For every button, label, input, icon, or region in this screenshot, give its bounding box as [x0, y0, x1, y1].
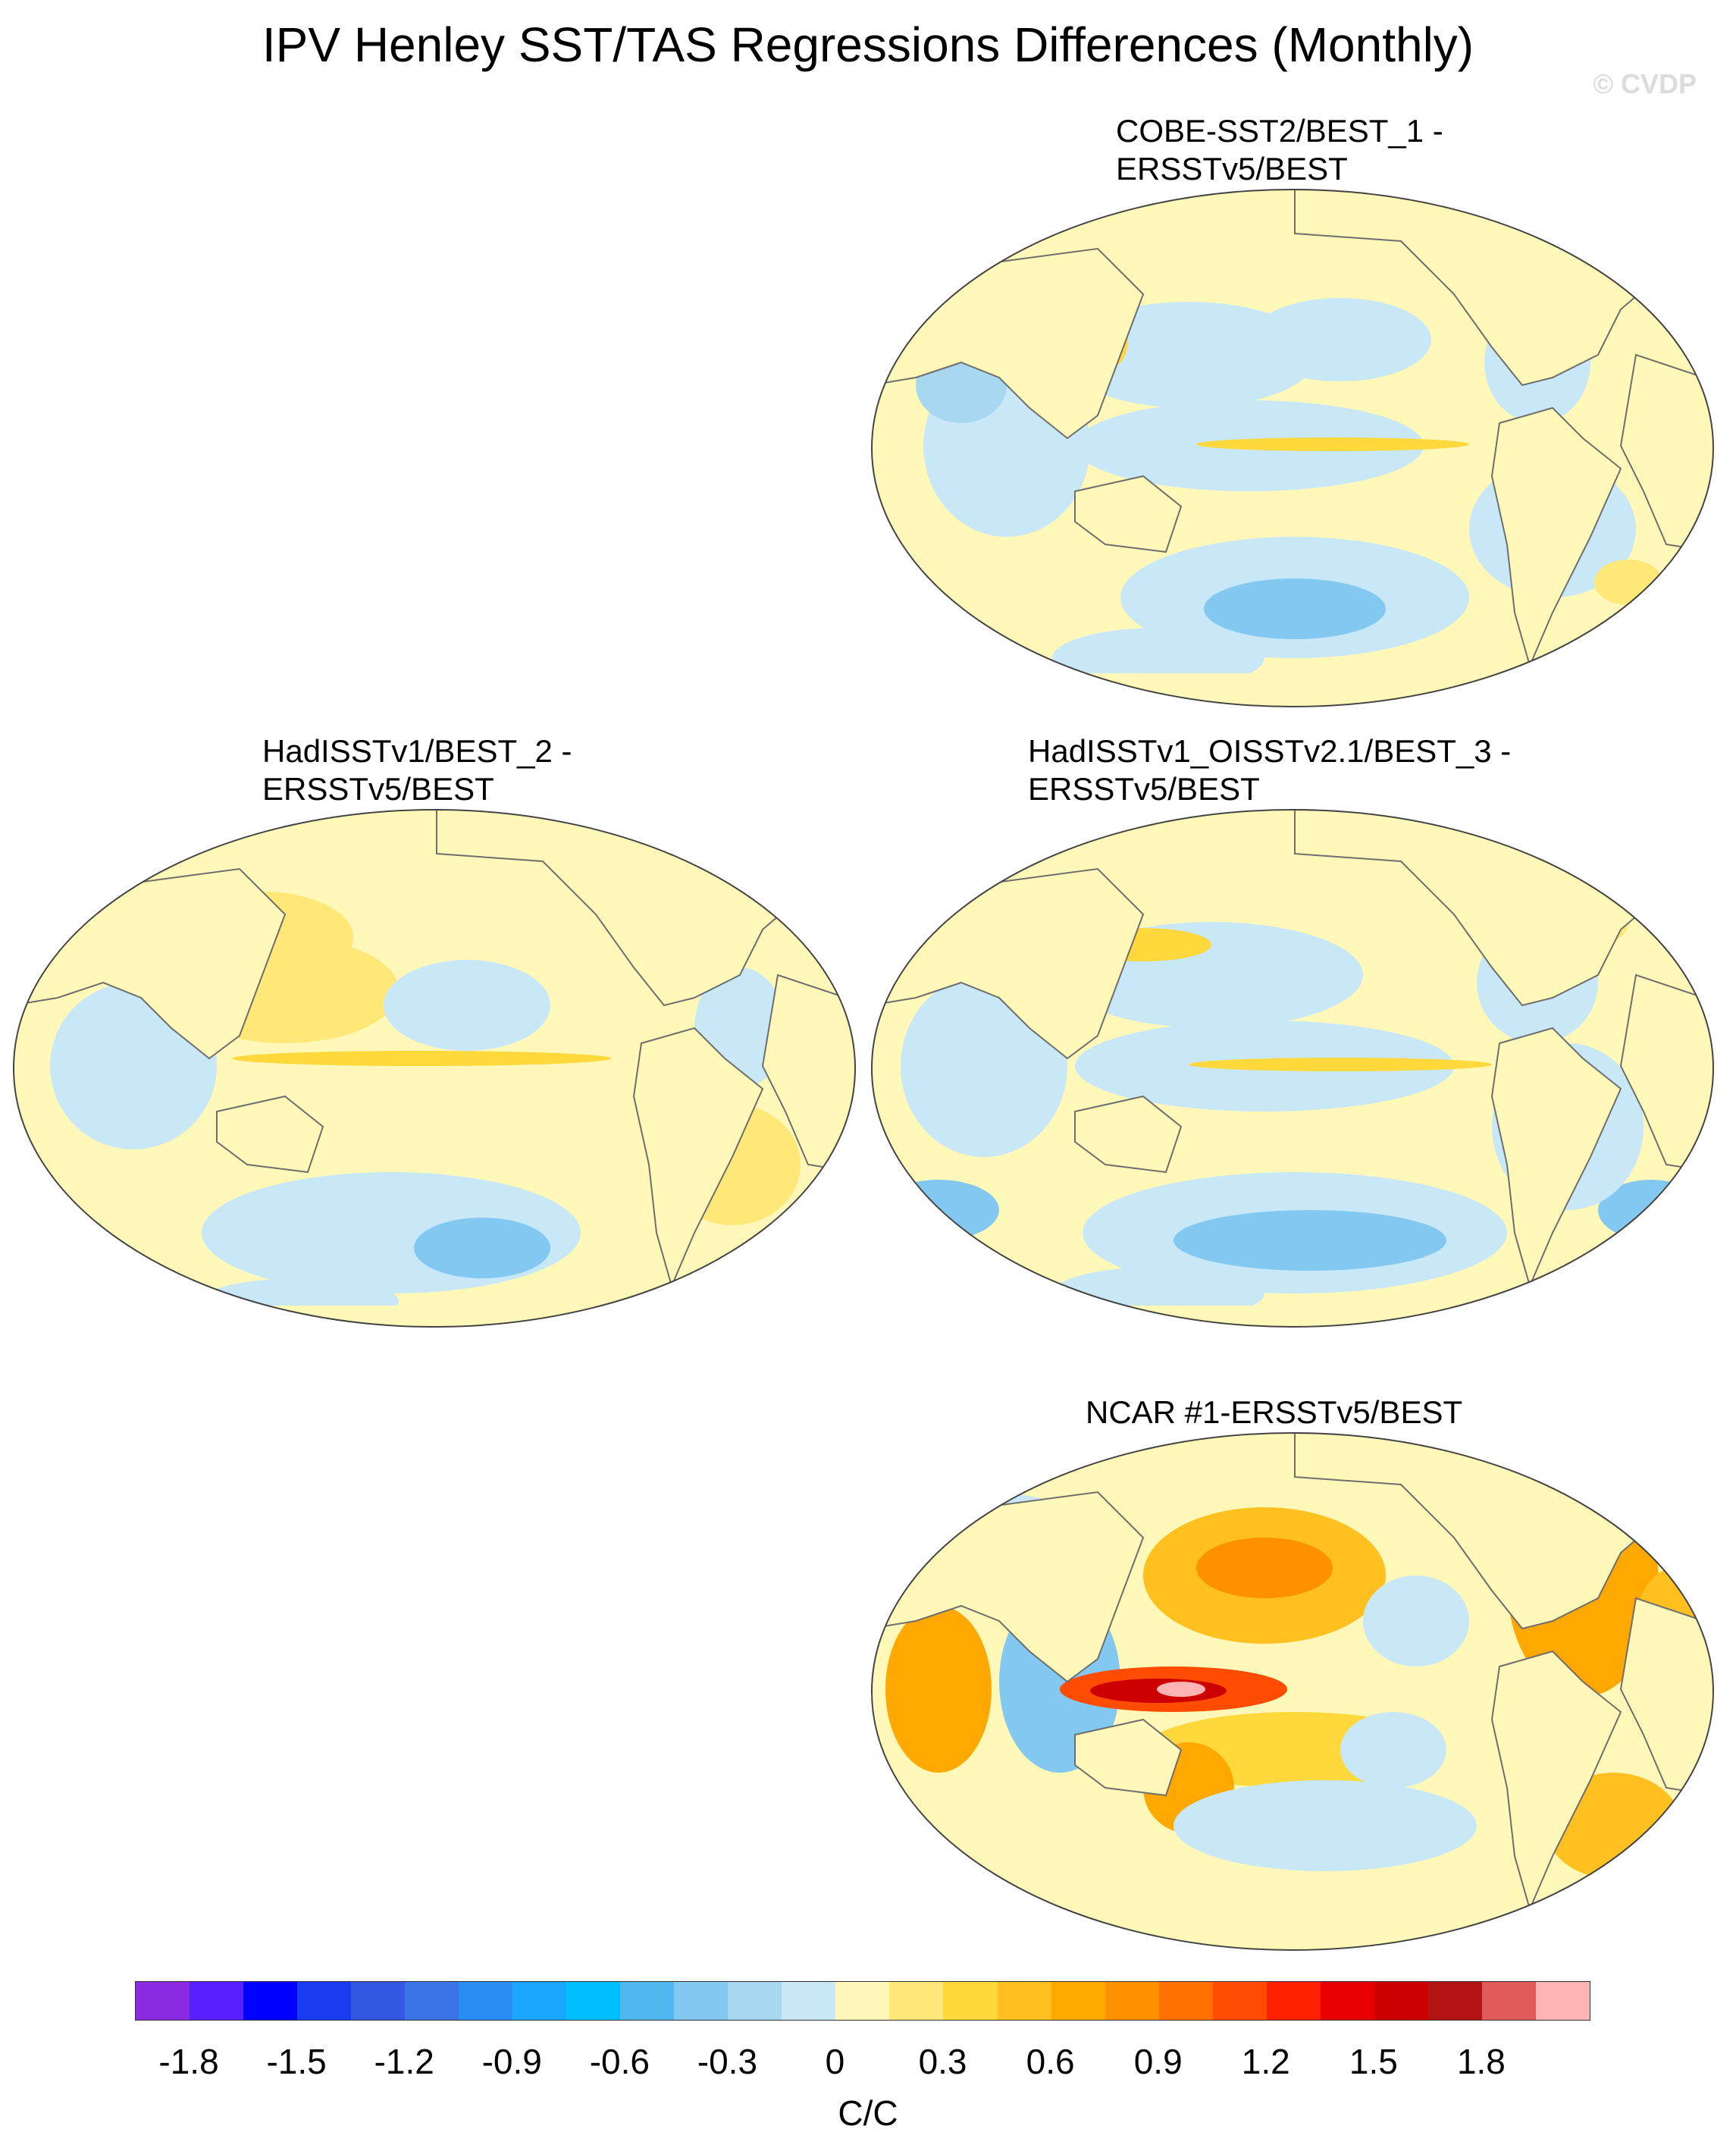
colorbar-tick-label: -1.8 — [158, 2042, 219, 2081]
colorbar-tick-label: 0 — [825, 2042, 845, 2081]
panel-4-title: NCAR #1-ERSSTv5/BEST — [1086, 1394, 1462, 1431]
colorbar-swatch — [1320, 1982, 1374, 2020]
colorbar — [135, 1981, 1590, 2021]
panel-2-map — [12, 808, 857, 1328]
colorbar-swatch — [243, 1982, 298, 2020]
colorbar-swatch — [405, 1982, 459, 2020]
panel-2-title-line2: ERSSTv5/BEST — [262, 771, 494, 807]
colorbar-tick-label: 1.8 — [1456, 2042, 1506, 2081]
panel-3-title-line2: ERSSTv5/BEST — [1028, 771, 1260, 807]
colorbar-tick-label: -0.9 — [481, 2042, 542, 2081]
colorbar-swatch — [1158, 1982, 1213, 2020]
cvdp-watermark: © CVDP — [1593, 68, 1697, 99]
panel-4-title-line1: NCAR #1-ERSSTv5/BEST — [1086, 1394, 1463, 1430]
panel-2-title: HadISSTv1/BEST_2 - ERSSTv5/BEST — [262, 732, 572, 808]
colorbar-swatch — [674, 1982, 729, 2020]
colorbar-swatch — [943, 1982, 998, 2020]
colorbar-tick-label: 1.5 — [1349, 2042, 1398, 2081]
panel-3-map — [870, 808, 1715, 1328]
colorbar-tick-label: -1.5 — [266, 2042, 327, 2081]
colorbar-swatch — [1481, 1982, 1536, 2020]
colorbar-tick-label: 0.9 — [1133, 2042, 1183, 2081]
colorbar-swatch — [1212, 1982, 1267, 2020]
colorbar-swatch — [566, 1982, 621, 2020]
colorbar-swatch — [136, 1982, 190, 2020]
panel-3-title-line1: HadISSTv1_OISSTv2.1/BEST_3 - — [1028, 733, 1512, 769]
panel-1-title-line2: ERSSTv5/BEST — [1116, 151, 1348, 187]
colorbar-tick-label: -1.2 — [374, 2042, 434, 2081]
colorbar-tick-label: 0.6 — [1026, 2042, 1075, 2081]
panel-4-map — [870, 1431, 1715, 1952]
colorbar-swatch — [889, 1982, 944, 2020]
colorbar-swatch — [1427, 1982, 1482, 2020]
colorbar-swatch — [459, 1982, 513, 2020]
colorbar-tick-label: 1.2 — [1241, 2042, 1290, 2081]
colorbar-swatch — [351, 1982, 406, 2020]
colorbar-swatch — [1266, 1982, 1321, 2020]
colorbar-tick-label: 0.3 — [918, 2042, 967, 2081]
colorbar-swatch — [835, 1982, 890, 2020]
colorbar-swatch — [1374, 1982, 1428, 2020]
colorbar-tick-label: -0.3 — [697, 2042, 758, 2081]
colorbar-units-label: C/C — [838, 2093, 898, 2133]
colorbar-swatch — [1051, 1982, 1105, 2020]
colorbar-swatch — [728, 1982, 782, 2020]
colorbar-tick-labels: -1.8 -1.5 -1.2 -0.9 -0.6 -0.3 0 0.3 0.6 0.9 1.2 1.5… — [135, 2041, 1589, 2087]
colorbar-swatch — [1105, 1982, 1159, 2020]
panel-1-title: COBE-SST2/BEST_1 - ERSSTv5/BEST — [1116, 112, 1443, 188]
colorbar-swatch — [997, 1982, 1051, 2020]
colorbar-swatch — [782, 1982, 836, 2020]
panel-1-map — [870, 188, 1715, 708]
figure-title: IPV Henley SST/TAS Regressions Differenc… — [262, 17, 1474, 72]
colorbar-swatch — [297, 1982, 352, 2020]
panel-2-title-line1: HadISSTv1/BEST_2 - — [262, 733, 572, 769]
colorbar-swatch — [1535, 1982, 1590, 2020]
panel-1-title-line1: COBE-SST2/BEST_1 - — [1116, 113, 1443, 149]
colorbar-tick-label: -0.6 — [589, 2042, 650, 2081]
colorbar-swatch — [190, 1982, 244, 2020]
colorbar-swatch — [620, 1982, 675, 2020]
colorbar-swatch — [512, 1982, 567, 2020]
panel-3-title: HadISSTv1_OISSTv2.1/BEST_3 - ERSSTv5/BES… — [1028, 732, 1511, 808]
